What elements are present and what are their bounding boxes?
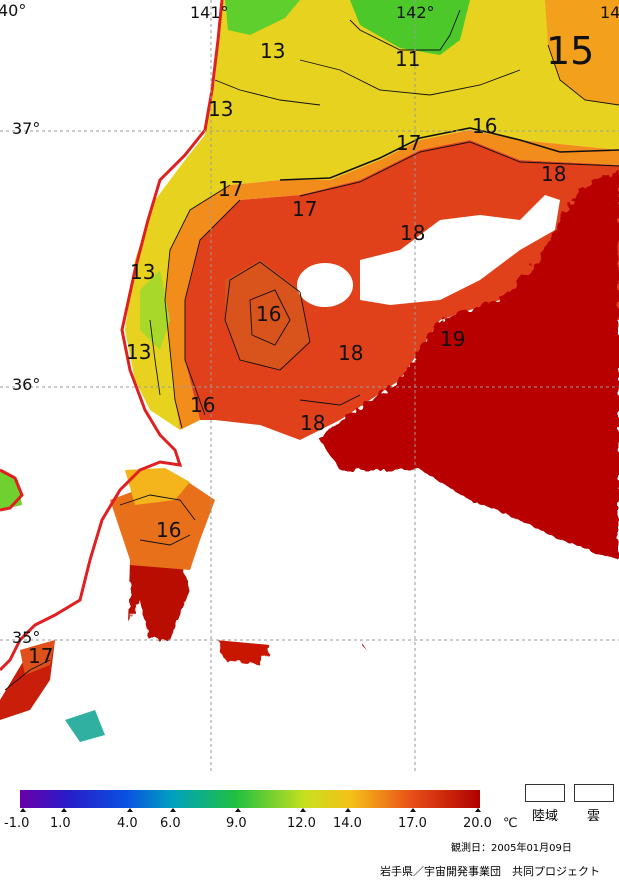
cloud-mask bbox=[0, 195, 619, 772]
lon-label-140: 40° bbox=[0, 1, 26, 20]
contour-label: 18 bbox=[541, 162, 566, 186]
sst-south-small-1 bbox=[65, 710, 105, 742]
coastline-west bbox=[0, 468, 24, 512]
sst-izu-orange bbox=[20, 640, 55, 675]
scale-tick: 12.0 bbox=[287, 816, 316, 831]
scale-tick: 4.0 bbox=[117, 816, 138, 831]
contour-label: 17 bbox=[218, 177, 243, 201]
cloud-label: 雲 bbox=[587, 809, 601, 824]
credit-text: 岩手県／宇宙開発事業団 共同プロジェクト bbox=[380, 865, 600, 878]
observation-date: 観測日：2005年01月09日 bbox=[451, 843, 572, 854]
sst-green-zone bbox=[350, 0, 470, 55]
contour-label: 19 bbox=[440, 327, 465, 351]
contour-label: 13 bbox=[208, 97, 233, 121]
sst-yellow-zone bbox=[125, 0, 619, 430]
scale-tick: 14.0 bbox=[333, 816, 362, 831]
contour-label: 17 bbox=[292, 197, 317, 221]
lat-label-37: 37° bbox=[12, 119, 40, 138]
coastline-honshu bbox=[0, 0, 224, 672]
contour-label: 18 bbox=[400, 221, 425, 245]
scale-tick: 6.0 bbox=[160, 816, 181, 831]
sst-map: 40° 141° 142° 14 37° 36° 35° 13 11 15 13… bbox=[0, 0, 619, 772]
lat-label-36: 36° bbox=[12, 375, 40, 394]
scale-tick: 1.0 bbox=[50, 816, 71, 831]
sst-kanto-north bbox=[125, 468, 190, 505]
cloud-swatch bbox=[574, 784, 614, 802]
scale-tick: 20.0 bbox=[463, 816, 492, 831]
lon-label-141: 141° bbox=[190, 3, 229, 22]
contour-label: 16 bbox=[256, 302, 281, 326]
sst-lightgreen-zone bbox=[140, 270, 170, 350]
sst-cool-eddy bbox=[225, 260, 310, 370]
contour-lines bbox=[4, 9, 619, 691]
contour-label: 15 bbox=[546, 29, 594, 73]
contour-label: 16 bbox=[190, 393, 215, 417]
land-swatch bbox=[525, 784, 565, 802]
lon-label-142: 142° bbox=[396, 3, 435, 22]
sst-peninsula-south bbox=[128, 560, 190, 640]
sst-orange-eddy bbox=[545, 0, 619, 105]
contour-label: 17 bbox=[28, 644, 53, 668]
lat-label-35: 35° bbox=[12, 628, 40, 647]
scale-tick: -1.0 bbox=[4, 816, 30, 831]
sst-orange-band bbox=[165, 130, 619, 430]
contour-label: 11 bbox=[395, 47, 420, 71]
legend: -1.0 1.0 4.0 6.0 9.0 12.0 14.0 17.0 20.0… bbox=[0, 772, 619, 881]
graticule bbox=[0, 0, 619, 772]
sst-green-zone-2 bbox=[225, 0, 300, 35]
contour-label: 13 bbox=[130, 260, 155, 284]
color-scale-bar bbox=[20, 790, 481, 812]
contour-label: 16 bbox=[472, 114, 497, 138]
scale-tick: 9.0 bbox=[226, 816, 247, 831]
contour-label: 17 bbox=[396, 131, 421, 155]
contour-label: 18 bbox=[300, 411, 325, 435]
scale-unit: ℃ bbox=[503, 816, 518, 831]
contour-label: 13 bbox=[126, 340, 151, 364]
lon-label-143: 14 bbox=[600, 3, 619, 22]
contour-label: 13 bbox=[260, 39, 285, 63]
scale-tick: 17.0 bbox=[398, 816, 427, 831]
sst-darkred-zone bbox=[320, 170, 619, 560]
contour-label: 18 bbox=[338, 341, 363, 365]
land-label: 陸域 bbox=[532, 809, 559, 824]
contour-label: 16 bbox=[156, 518, 181, 542]
